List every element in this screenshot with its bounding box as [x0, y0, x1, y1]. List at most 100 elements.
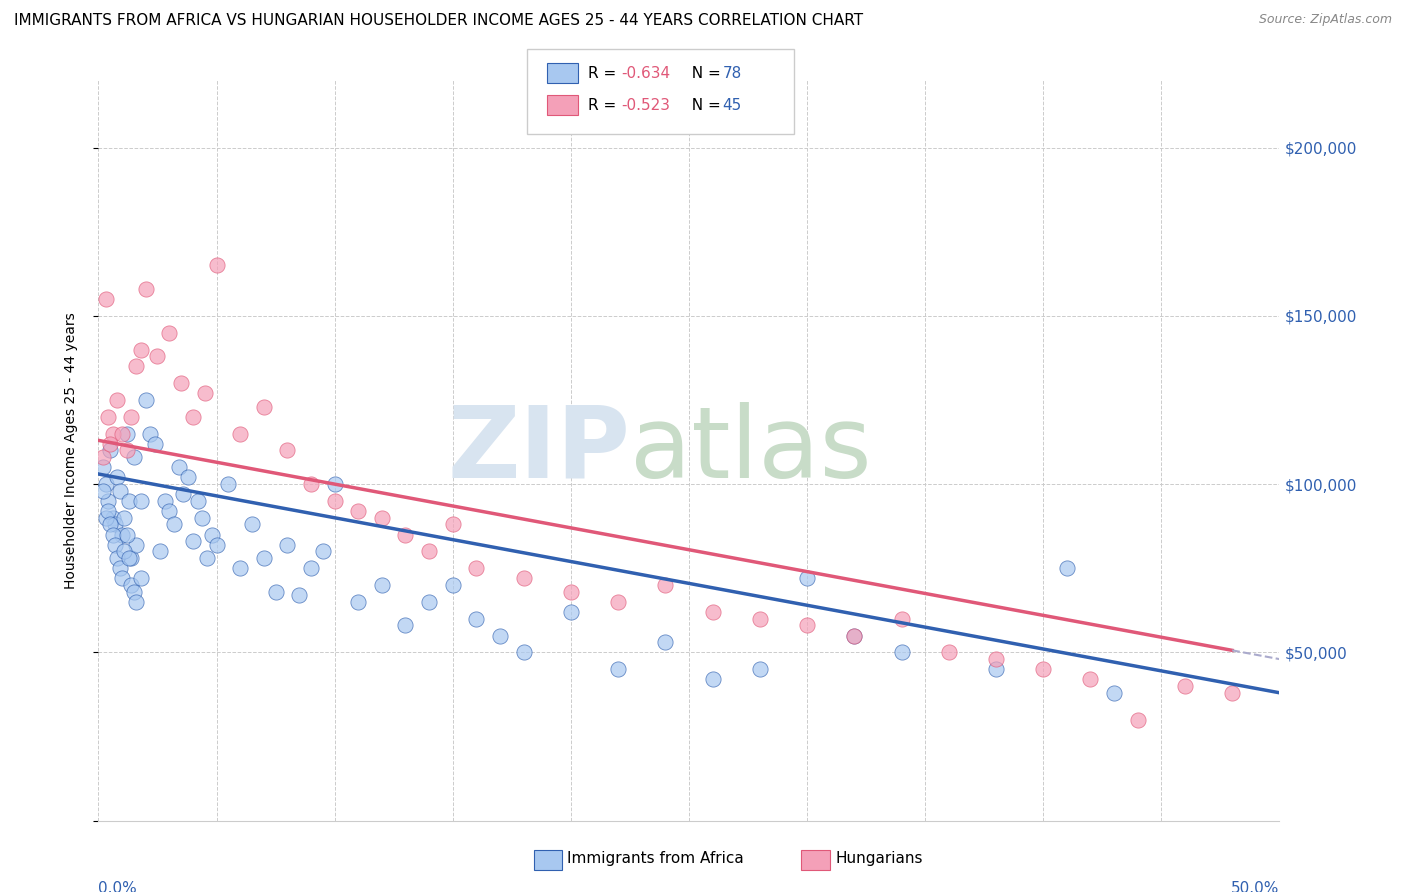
Point	[1220, 686, 1243, 700]
Point	[157, 504, 180, 518]
Point	[890, 612, 912, 626]
Text: Source: ZipAtlas.com: Source: ZipAtlas.com	[1258, 13, 1392, 27]
Point	[163, 517, 186, 532]
Text: Hungarians: Hungarians	[835, 851, 922, 865]
Point	[153, 494, 176, 508]
Text: atlas: atlas	[630, 402, 872, 499]
Point	[104, 517, 127, 532]
Point	[607, 662, 630, 676]
Text: 45: 45	[723, 98, 742, 112]
Point	[312, 544, 335, 558]
Point	[129, 343, 152, 357]
Point	[98, 517, 121, 532]
Point	[94, 477, 117, 491]
Point	[104, 538, 127, 552]
Point	[125, 595, 148, 609]
Point	[1174, 679, 1197, 693]
Point	[1126, 713, 1149, 727]
Point	[512, 571, 534, 585]
Point	[108, 561, 131, 575]
Point	[984, 652, 1007, 666]
Point	[101, 426, 124, 441]
Point	[122, 584, 145, 599]
Point	[607, 595, 630, 609]
Point	[288, 588, 311, 602]
Point	[167, 460, 190, 475]
Point	[125, 359, 148, 374]
Text: Immigrants from Africa: Immigrants from Africa	[567, 851, 744, 865]
Point	[105, 392, 128, 407]
Text: 78: 78	[723, 66, 742, 80]
Point	[276, 538, 298, 552]
Point	[418, 544, 440, 558]
Text: ZIP: ZIP	[447, 402, 630, 499]
Point	[394, 527, 416, 541]
Point	[465, 561, 488, 575]
Point	[191, 510, 214, 524]
Point	[97, 494, 120, 508]
Point	[347, 504, 370, 518]
Point	[465, 612, 488, 626]
Point	[187, 494, 209, 508]
Point	[111, 527, 134, 541]
Point	[97, 409, 120, 424]
Point	[94, 292, 117, 306]
Point	[129, 571, 152, 585]
Text: -0.523: -0.523	[621, 98, 671, 112]
Point	[172, 487, 194, 501]
Point	[748, 612, 770, 626]
Point	[94, 510, 117, 524]
Point	[299, 477, 322, 491]
Point	[441, 517, 464, 532]
Point	[371, 578, 394, 592]
Point	[122, 450, 145, 465]
Text: R =: R =	[588, 98, 621, 112]
Point	[796, 618, 818, 632]
Point	[560, 584, 582, 599]
Point	[91, 483, 114, 498]
Point	[371, 510, 394, 524]
Point	[118, 551, 141, 566]
Point	[135, 392, 157, 407]
Point	[112, 510, 135, 524]
Point	[121, 551, 143, 566]
Point	[205, 259, 228, 273]
Text: 50.0%: 50.0%	[1232, 881, 1279, 892]
Point	[111, 571, 134, 585]
Point	[121, 409, 143, 424]
Point	[253, 400, 276, 414]
Point	[441, 578, 464, 592]
Point	[512, 645, 534, 659]
Point	[125, 538, 148, 552]
Point	[1032, 662, 1054, 676]
Point	[129, 494, 152, 508]
Point	[1102, 686, 1125, 700]
Point	[181, 409, 204, 424]
Point	[101, 527, 124, 541]
Point	[111, 426, 134, 441]
Point	[323, 494, 346, 508]
Point	[844, 628, 866, 642]
Point	[560, 605, 582, 619]
Point	[115, 443, 138, 458]
Point	[276, 443, 298, 458]
Point	[115, 527, 138, 541]
Text: IMMIGRANTS FROM AFRICA VS HUNGARIAN HOUSEHOLDER INCOME AGES 25 - 44 YEARS CORREL: IMMIGRANTS FROM AFRICA VS HUNGARIAN HOUS…	[14, 13, 863, 29]
Point	[181, 534, 204, 549]
Text: R =: R =	[588, 66, 621, 80]
Point	[1080, 673, 1102, 687]
Point	[323, 477, 346, 491]
Point	[105, 551, 128, 566]
Point	[938, 645, 960, 659]
Point	[702, 605, 724, 619]
Point	[984, 662, 1007, 676]
Point	[157, 326, 180, 340]
Point	[1056, 561, 1078, 575]
Point	[108, 483, 131, 498]
Point	[229, 426, 252, 441]
Point	[229, 561, 252, 575]
Point	[91, 450, 114, 465]
Point	[139, 426, 162, 441]
Point	[170, 376, 193, 391]
Point	[654, 578, 676, 592]
